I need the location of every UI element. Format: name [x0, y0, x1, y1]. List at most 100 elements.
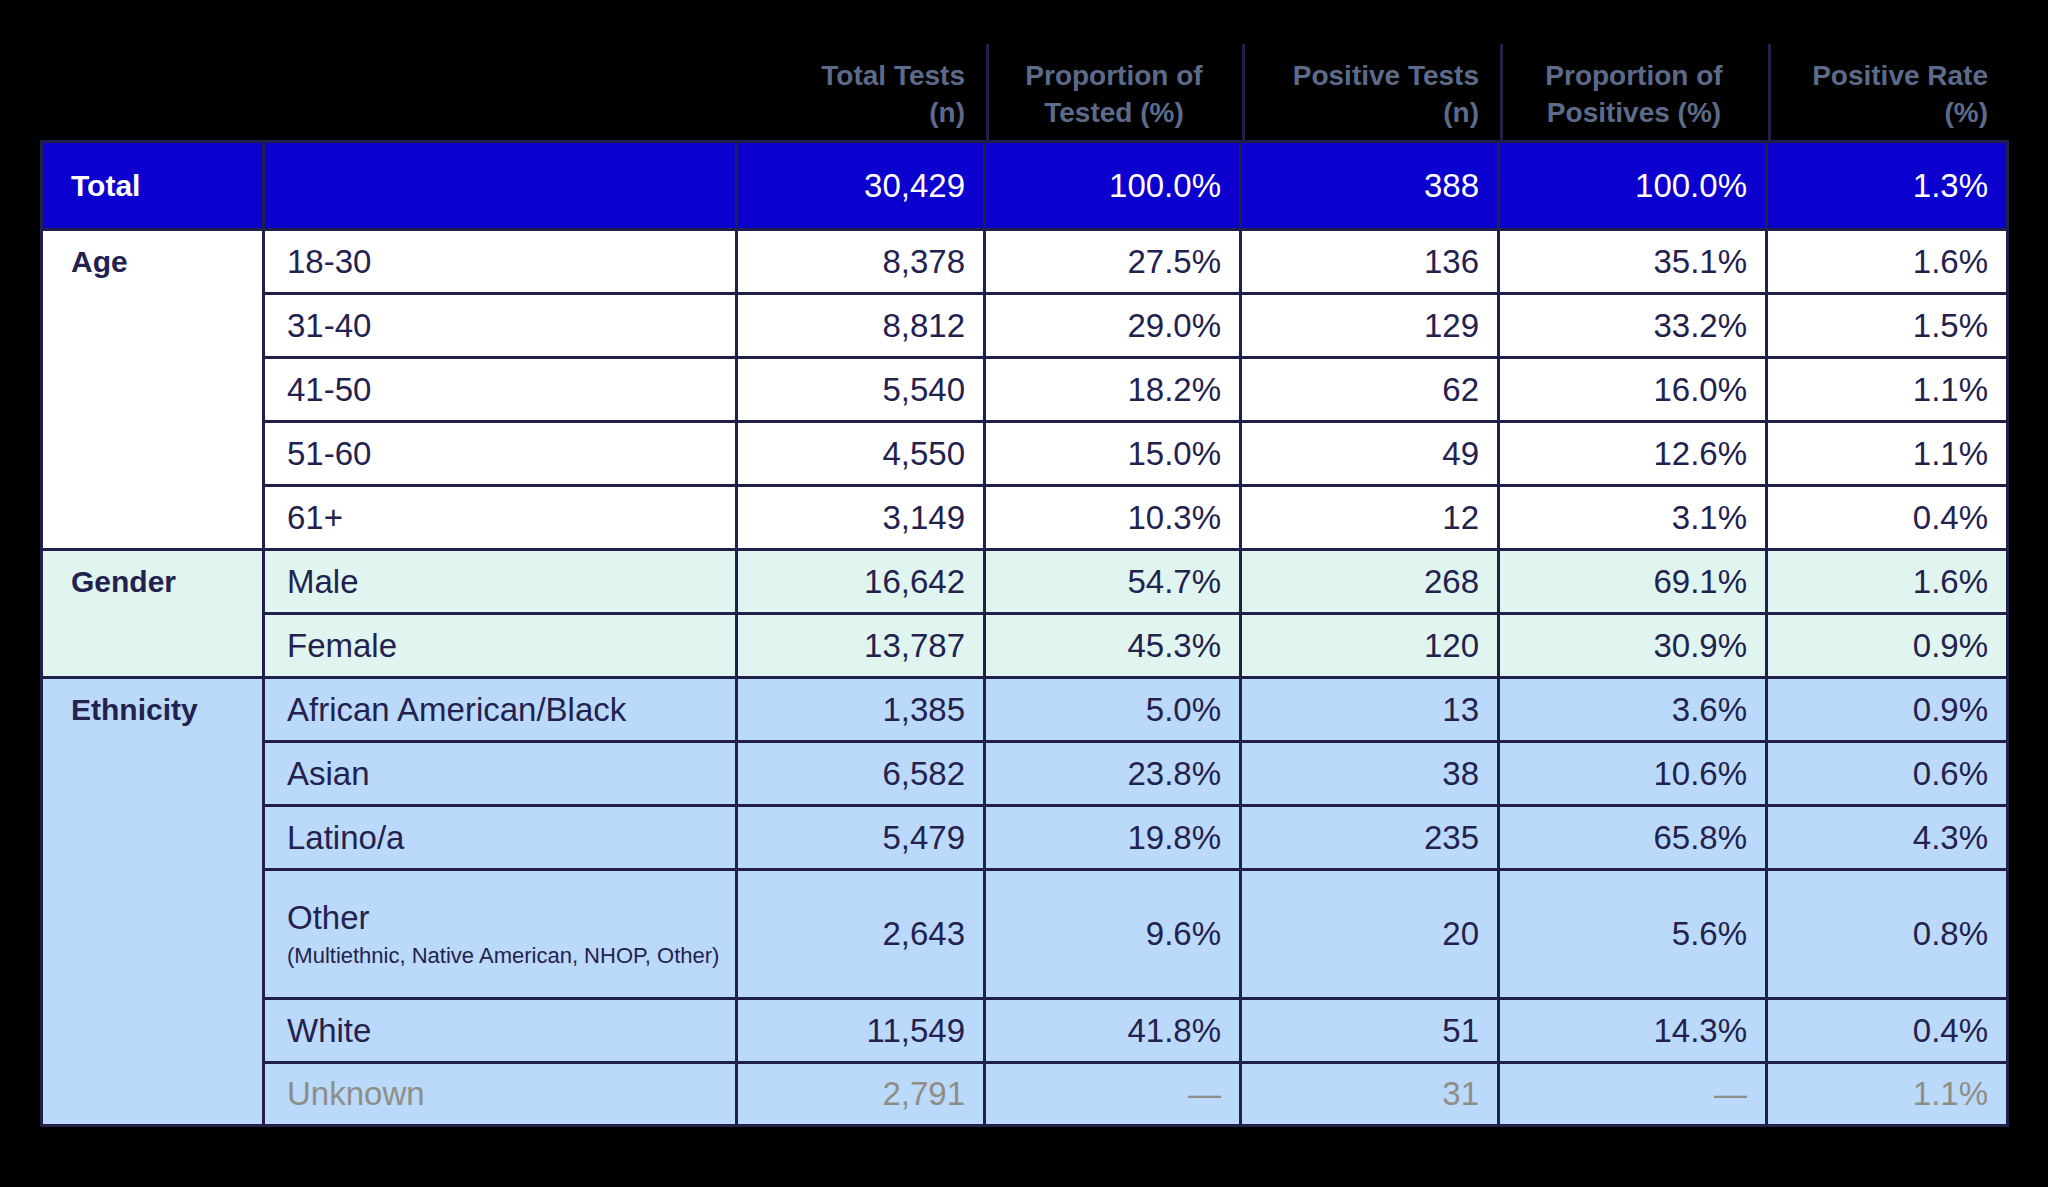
col-header-line: (n)	[929, 95, 965, 132]
col-header-total-tests: Total Tests (n)	[738, 44, 983, 140]
value-cell: 14.3%	[1500, 1000, 1765, 1061]
value-cell: 136	[1242, 231, 1497, 292]
value-cell: 129	[1242, 295, 1497, 356]
col-header-proportion-positives: Proportion of Positives (%)	[1500, 44, 1765, 140]
value-cell: 0.8%	[1768, 871, 2006, 997]
row-label: 51-60	[287, 434, 371, 474]
row-label: 41-50	[287, 370, 371, 410]
row-sublabel: (Multiethnic, Native American, NHOP, Oth…	[287, 942, 719, 970]
value-cell: 1,385	[738, 679, 983, 740]
row-label-cell: Other (Multiethnic, Native American, NHOP…	[265, 871, 735, 997]
total-value-cell: 388	[1242, 143, 1497, 228]
value-cell: 41.8%	[986, 1000, 1239, 1061]
col-header-line: Tested (%)	[1044, 95, 1184, 132]
value-cell: 3,149	[738, 487, 983, 548]
value-cell: 35.1%	[1500, 231, 1765, 292]
row-label: Unknown	[287, 1074, 425, 1114]
value-cell: 6,582	[738, 743, 983, 804]
value-cell: 5,479	[738, 807, 983, 868]
value-cell: 0.4%	[1768, 1000, 2006, 1061]
value-cell: 49	[1242, 423, 1497, 484]
slide-canvas: Total Tests (n) Proportion of Tested (%)…	[0, 0, 2048, 1187]
value-cell: 20	[1242, 871, 1497, 997]
value-cell: 120	[1242, 615, 1497, 676]
value-cell: —	[1500, 1064, 1765, 1124]
value-cell: 1.6%	[1768, 551, 2006, 612]
col-header-line: Total Tests	[821, 58, 965, 95]
value-cell: 0.4%	[1768, 487, 2006, 548]
row-label: Asian	[287, 754, 370, 794]
col-header-line: Positive Tests	[1293, 58, 1479, 95]
header-spacer-category	[43, 44, 262, 140]
value-cell: 18.2%	[986, 359, 1239, 420]
value-cell: 27.5%	[986, 231, 1239, 292]
value-cell: 15.0%	[986, 423, 1239, 484]
value-cell: —	[986, 1064, 1239, 1124]
total-value-cell: 1.3%	[1768, 143, 2006, 228]
value-cell: 13	[1242, 679, 1497, 740]
row-label-cell: Male	[265, 551, 735, 612]
row-label-cell: Asian	[265, 743, 735, 804]
value-cell: 16,642	[738, 551, 983, 612]
row-label-cell: 31-40	[265, 295, 735, 356]
value-cell: 4,550	[738, 423, 983, 484]
col-header-line: Proportion of	[1025, 58, 1202, 95]
value-cell: 30.9%	[1500, 615, 1765, 676]
total-value-cell: 30,429	[738, 143, 983, 228]
demographics-table: Total Tests (n) Proportion of Tested (%)…	[40, 44, 2009, 1127]
col-header-line: Positive Rate	[1812, 58, 1988, 95]
category-cell-ethnicity: Ethnicity	[43, 679, 262, 1124]
value-cell: 38	[1242, 743, 1497, 804]
row-label: African American/Black	[287, 690, 626, 730]
value-cell: 69.1%	[1500, 551, 1765, 612]
value-cell: 62	[1242, 359, 1497, 420]
row-label: White	[287, 1011, 371, 1051]
row-label-cell: 61+	[265, 487, 735, 548]
value-cell: 9.6%	[986, 871, 1239, 997]
value-cell: 1.1%	[1768, 423, 2006, 484]
value-cell: 0.6%	[1768, 743, 2006, 804]
value-cell: 16.0%	[1500, 359, 1765, 420]
row-label-cell: 41-50	[265, 359, 735, 420]
value-cell: 2,643	[738, 871, 983, 997]
value-cell: 65.8%	[1500, 807, 1765, 868]
value-cell: 3.1%	[1500, 487, 1765, 548]
category-cell-age: Age	[43, 231, 262, 548]
row-label-cell: African American/Black	[265, 679, 735, 740]
value-cell: 45.3%	[986, 615, 1239, 676]
value-cell: 5.0%	[986, 679, 1239, 740]
value-cell: 33.2%	[1500, 295, 1765, 356]
col-header-positive-rate: Positive Rate (%)	[1768, 44, 2006, 140]
value-cell: 51	[1242, 1000, 1497, 1061]
row-label: 61+	[287, 498, 343, 538]
table-grid: Total30,429100.0%388100.0%1.3%Age18-308,…	[40, 140, 2009, 1127]
total-value-cell: 100.0%	[986, 143, 1239, 228]
table-header-row: Total Tests (n) Proportion of Tested (%)…	[40, 44, 2009, 140]
col-header-line: Positives (%)	[1547, 95, 1721, 132]
value-cell: 1.6%	[1768, 231, 2006, 292]
header-spacer-subcategory	[265, 44, 735, 140]
row-label-cell: Unknown	[265, 1064, 735, 1124]
value-cell: 268	[1242, 551, 1497, 612]
total-value-cell: 100.0%	[1500, 143, 1765, 228]
value-cell: 13,787	[738, 615, 983, 676]
row-label: Other	[287, 898, 370, 938]
value-cell: 12.6%	[1500, 423, 1765, 484]
col-header-line: Proportion of	[1545, 58, 1722, 95]
row-label-cell: Female	[265, 615, 735, 676]
total-empty-cell	[265, 143, 735, 228]
value-cell: 1.5%	[1768, 295, 2006, 356]
row-label: Latino/a	[287, 818, 404, 858]
col-header-proportion-tested: Proportion of Tested (%)	[986, 44, 1239, 140]
col-header-line: (%)	[1944, 95, 1988, 132]
row-label: 31-40	[287, 306, 371, 346]
row-label: 18-30	[287, 242, 371, 282]
category-cell-gender: Gender	[43, 551, 262, 676]
value-cell: 0.9%	[1768, 679, 2006, 740]
value-cell: 8,812	[738, 295, 983, 356]
row-label: Female	[287, 626, 397, 666]
value-cell: 10.6%	[1500, 743, 1765, 804]
value-cell: 23.8%	[986, 743, 1239, 804]
value-cell: 0.9%	[1768, 615, 2006, 676]
value-cell: 3.6%	[1500, 679, 1765, 740]
